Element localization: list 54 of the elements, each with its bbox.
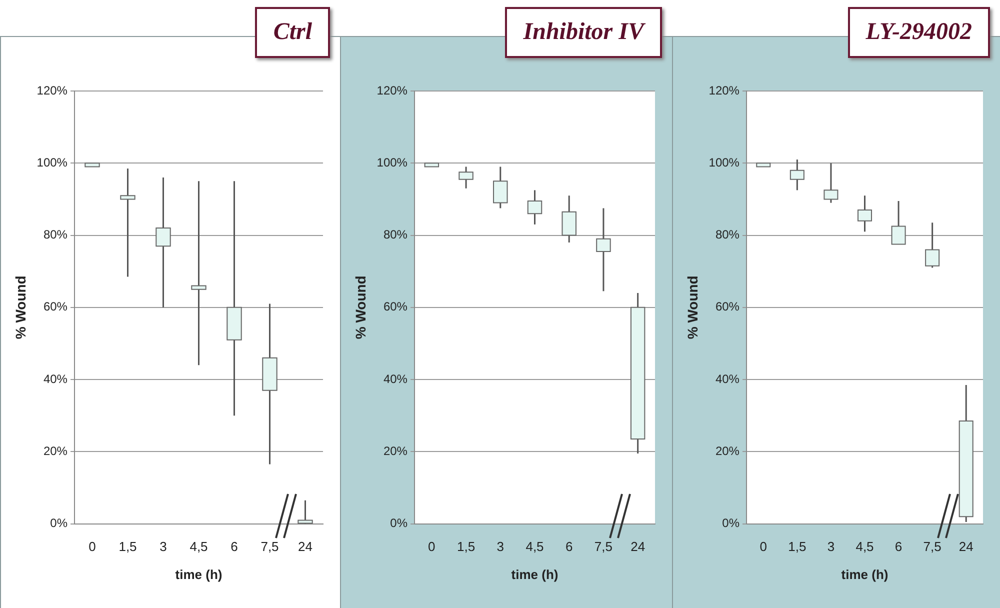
y-tick-label: 120% — [36, 83, 68, 98]
y-tick-label: 40% — [383, 372, 408, 386]
x-tick-label: 3 — [496, 539, 504, 554]
candlestick — [156, 176, 171, 308]
x-tick-label: 0 — [428, 539, 436, 554]
y-tick-label: 100% — [708, 155, 740, 170]
y-axis-title: % Wound — [12, 276, 28, 340]
x-tick-label: 4,5 — [190, 539, 208, 554]
y-tick-label: 0% — [722, 516, 740, 530]
x-tick-label: 7,5 — [594, 539, 612, 554]
x-tick-label: 4,5 — [526, 539, 544, 554]
candlestick — [493, 166, 508, 209]
y-tick-label: 120% — [376, 83, 408, 98]
y-tick-label: 40% — [715, 372, 740, 386]
y-tick-label: 80% — [43, 228, 68, 242]
x-tick-label: 6 — [894, 539, 902, 554]
x-tick-label: 6 — [230, 539, 238, 554]
chart-title: LY-294002 — [848, 7, 990, 58]
x-tick-label: 1,5 — [788, 539, 806, 554]
y-tick-label: 60% — [383, 300, 408, 314]
chart-title: Inhibitor IV — [505, 7, 662, 58]
x-tick-label: 0 — [88, 539, 96, 554]
x-tick-label: 6 — [565, 539, 573, 554]
y-tick-label: 40% — [43, 372, 68, 386]
y-tick-label: 0% — [50, 516, 68, 530]
x-tick-label: 7,5 — [923, 539, 942, 554]
y-tick-label: 20% — [43, 444, 68, 458]
y-tick-label: 0% — [390, 516, 408, 530]
y-tick-label: 20% — [715, 444, 740, 458]
x-tick-label: 4,5 — [856, 539, 874, 554]
y-tick-label: 80% — [715, 228, 740, 242]
y-tick-label: 100% — [36, 155, 68, 170]
x-tick-label: 3 — [160, 539, 167, 554]
y-tick-label: 80% — [383, 228, 408, 242]
y-tick-label: 60% — [43, 300, 68, 314]
candlestick — [562, 194, 576, 244]
y-tick-label: 120% — [708, 83, 740, 98]
x-axis-title: time (h) — [175, 566, 222, 582]
x-tick-label: 24 — [630, 539, 646, 554]
chart-title: Ctrl — [255, 7, 330, 58]
y-tick-label: 100% — [376, 155, 408, 170]
y-tick-label: 20% — [383, 444, 408, 458]
x-tick-label: 1,5 — [456, 539, 476, 554]
y-axis-title: % Wound — [352, 276, 368, 340]
x-tick-label: 24 — [958, 539, 974, 554]
x-axis-title: time (h) — [511, 566, 558, 582]
y-axis-title: % Wound — [684, 276, 700, 340]
x-tick-label: 7,5 — [260, 539, 279, 554]
x-axis-title: time (h) — [841, 566, 888, 582]
x-tick-label: 3 — [827, 539, 835, 554]
x-tick-label: 0 — [760, 539, 767, 554]
x-tick-label: 1,5 — [118, 539, 137, 554]
y-tick-label: 60% — [715, 300, 740, 314]
x-tick-label: 24 — [298, 539, 312, 554]
